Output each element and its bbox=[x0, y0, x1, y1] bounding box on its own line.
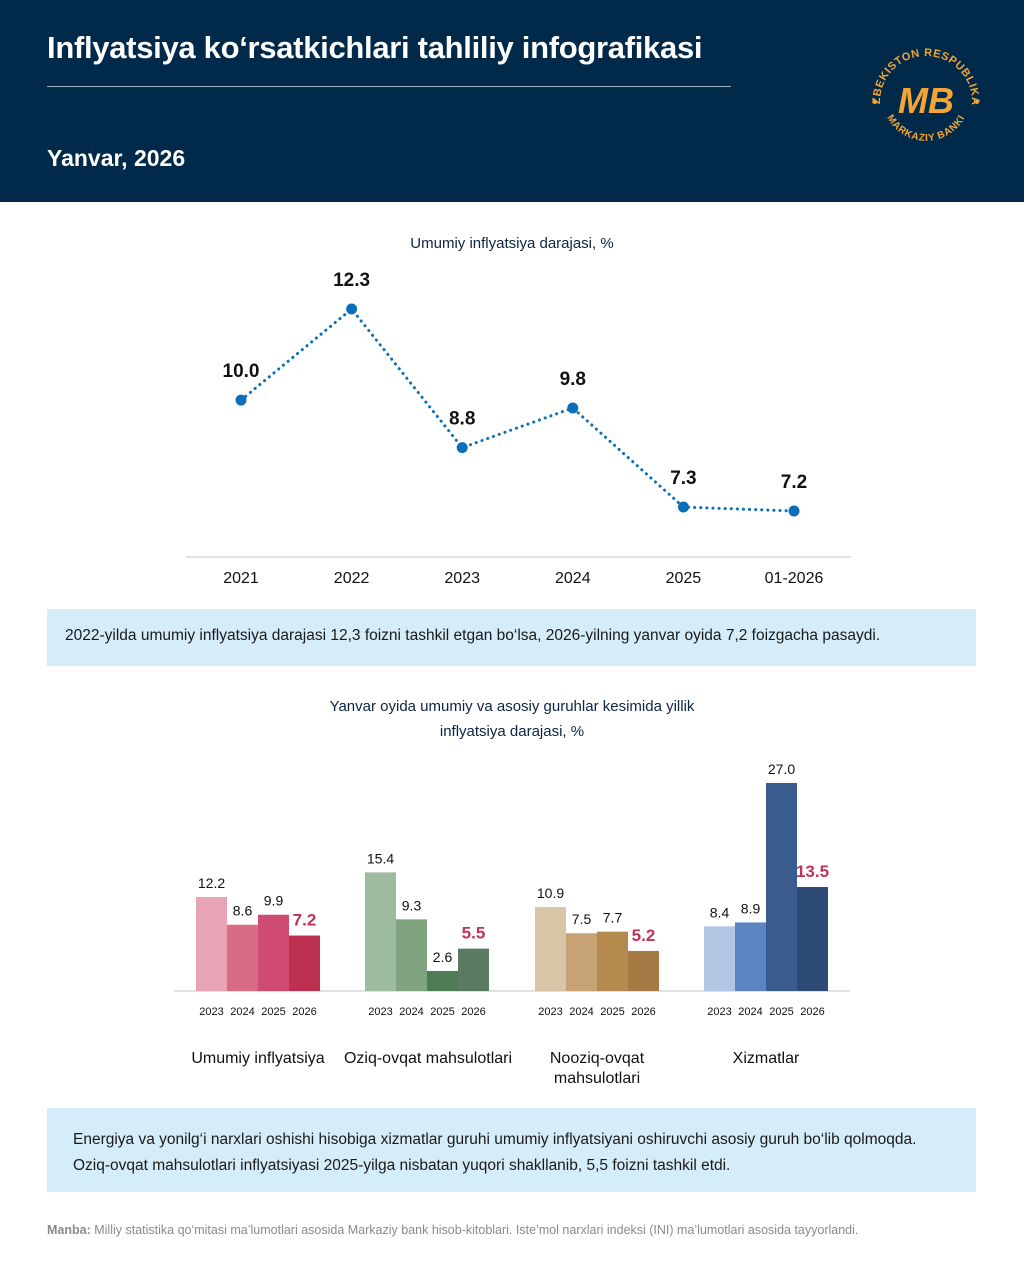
year-tick-label: 2024 bbox=[230, 1006, 254, 1018]
bar bbox=[597, 931, 628, 991]
x-tick-label: 01-2026 bbox=[765, 570, 824, 587]
bar-value-label: 15.4 bbox=[367, 850, 394, 866]
x-tick-label: 2025 bbox=[666, 570, 702, 587]
line-chart-note: 2022-yilda umumiy inflyatsiya darajasi 1… bbox=[47, 609, 976, 666]
year-tick-label: 2024 bbox=[569, 1006, 593, 1018]
bar-value-label: 7.7 bbox=[603, 910, 623, 926]
group-label-oziq-ovqat: Oziq-ovqat mahsulotlari bbox=[343, 1050, 513, 1067]
period-label: Yanvar, 2026 bbox=[47, 145, 186, 171]
bar bbox=[196, 897, 227, 991]
line-chart: 10.0 2021 12.3 2022 8.8 2023 9.8 2024 7.3 2025 7.2… bbox=[186, 270, 851, 587]
bar bbox=[458, 948, 489, 991]
header-banner: Inflyatsiya ko‘rsatkichlari tahliliy inf… bbox=[0, 0, 1024, 202]
bar bbox=[704, 926, 735, 991]
data-point bbox=[235, 394, 247, 406]
year-tick-label: 2023 bbox=[368, 1006, 392, 1018]
year-tick-label: 2026 bbox=[800, 1006, 824, 1018]
bar-value-label: 9.3 bbox=[402, 897, 422, 913]
bar bbox=[427, 970, 458, 991]
bar-value-label: 8.9 bbox=[741, 900, 761, 916]
bar-value-label: 9.9 bbox=[264, 893, 284, 909]
year-tick-label: 2026 bbox=[292, 1006, 316, 1018]
line-chart-title: Umumiy inflyatsiya darajasi, % bbox=[410, 235, 614, 252]
data-label: 9.8 bbox=[560, 369, 586, 390]
year-tick-label: 2023 bbox=[707, 1006, 731, 1018]
year-tick-label: 2026 bbox=[631, 1006, 655, 1018]
group-label-xizmatlar: Xizmatlar bbox=[732, 1050, 800, 1067]
bar-value-label: 10.9 bbox=[537, 885, 564, 901]
bar-value-label: 7.5 bbox=[572, 911, 592, 927]
bar-value-label: 5.2 bbox=[632, 926, 656, 945]
x-tick-label: 2021 bbox=[223, 570, 259, 587]
source-text: Milliy statistika qo‘mitasi ma’lumotlari… bbox=[90, 1223, 859, 1237]
page-title: Inflyatsiya ko‘rsatkichlari tahliliy inf… bbox=[47, 30, 703, 65]
bar-value-label: 7.2 bbox=[293, 911, 317, 930]
title-divider bbox=[47, 86, 731, 87]
source-label: Manba: bbox=[47, 1223, 91, 1237]
bar bbox=[566, 933, 597, 991]
bar-chart: 12.2 2023 8.6 2024 9.9 2025 7.2 2026 15.4 2023 9.3… bbox=[174, 761, 850, 1018]
bar bbox=[289, 935, 320, 991]
data-label: 8.8 bbox=[449, 409, 475, 430]
data-point bbox=[346, 303, 358, 315]
group-label-umumiy: Umumiy inflyatsiya bbox=[191, 1050, 325, 1067]
year-tick-label: 2025 bbox=[600, 1006, 624, 1018]
year-tick-label: 2024 bbox=[399, 1006, 423, 1018]
central-bank-logo-icon: O‘ZBEKISTON RESPUBLIKASI MARKAZIY BANKI … bbox=[866, 40, 980, 144]
bar bbox=[735, 922, 766, 991]
source-note: Manba: Milliy statistika qo‘mitasi ma’lu… bbox=[47, 1223, 858, 1237]
bar bbox=[227, 924, 258, 991]
logo-monogram: MB bbox=[898, 80, 954, 121]
group-label-nooziq-ovqat: Nooziq-ovqat mahsulotlari bbox=[549, 1050, 645, 1087]
data-label: 7.2 bbox=[781, 472, 807, 493]
data-label: 12.3 bbox=[333, 270, 370, 291]
bar-value-label: 8.4 bbox=[710, 904, 730, 920]
bar-value-label: 5.5 bbox=[462, 924, 486, 943]
bar-value-label: 2.6 bbox=[433, 949, 453, 965]
bar bbox=[766, 783, 797, 991]
bar-value-label: 13.5 bbox=[796, 862, 829, 881]
bar-value-label: 27.0 bbox=[768, 761, 795, 777]
bar bbox=[365, 872, 396, 991]
year-tick-label: 2025 bbox=[430, 1006, 454, 1018]
bar bbox=[797, 887, 828, 991]
year-tick-label: 2023 bbox=[538, 1006, 562, 1018]
bar-value-label: 8.6 bbox=[233, 903, 253, 919]
bar-chart-note: Energiya va yonilg‘i narxlari oshishi hi… bbox=[47, 1108, 976, 1192]
data-label: 10.0 bbox=[223, 361, 260, 382]
data-point bbox=[456, 442, 468, 454]
data-point bbox=[788, 505, 800, 517]
year-tick-label: 2025 bbox=[769, 1006, 793, 1018]
series-line bbox=[239, 306, 796, 513]
bar bbox=[258, 914, 289, 991]
year-tick-label: 2023 bbox=[199, 1006, 223, 1018]
bar bbox=[628, 950, 659, 991]
x-tick-label: 2023 bbox=[444, 570, 480, 587]
x-tick-label: 2022 bbox=[334, 570, 370, 587]
data-point bbox=[677, 501, 689, 513]
x-tick-label: 2024 bbox=[555, 570, 591, 587]
bar-value-label: 12.2 bbox=[198, 875, 225, 891]
data-point bbox=[567, 402, 579, 414]
year-tick-label: 2026 bbox=[461, 1006, 485, 1018]
year-tick-label: 2024 bbox=[738, 1006, 762, 1018]
bar-chart-title: Yanvar oyida umumiy va asosiy guruhlar k… bbox=[329, 698, 695, 740]
year-tick-label: 2025 bbox=[261, 1006, 285, 1018]
data-label: 7.3 bbox=[670, 468, 696, 489]
bar bbox=[535, 907, 566, 991]
bar bbox=[396, 919, 427, 991]
